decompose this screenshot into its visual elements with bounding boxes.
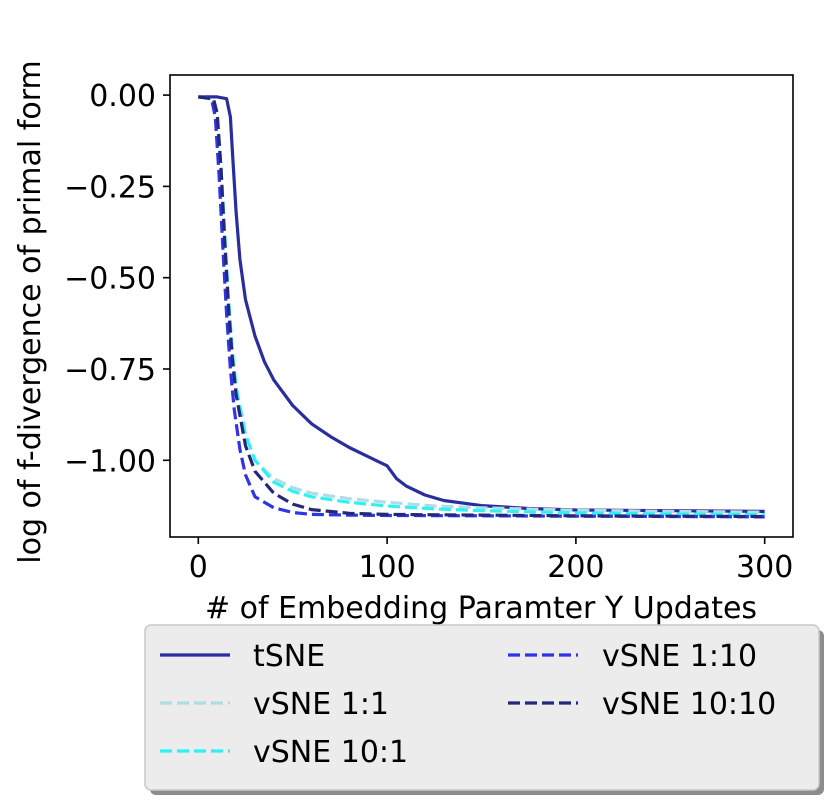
legend-box	[144, 624, 820, 791]
legend-item-vsne-1-10: vSNE 1:10	[508, 639, 757, 674]
legend-label: vSNE 1:1	[253, 687, 389, 722]
x-tick-label: 300	[736, 550, 793, 585]
y-tick-label: −0.25	[64, 170, 156, 205]
y-tick-label: 0.00	[89, 79, 156, 114]
x-axis-label: # of Embedding Paramter Y Updates	[205, 591, 757, 626]
plot-area	[169, 74, 794, 538]
series-line-vsne-10-10	[198, 95, 765, 519]
legend-item-vsne-1-1: vSNE 1:1	[160, 687, 389, 722]
y-axis-label: log of f-divergence of primal form	[13, 60, 48, 563]
series-layer	[198, 95, 765, 519]
x-axis: 0 100 200 300	[189, 537, 793, 585]
y-axis: 0.00 −0.25 −0.50 −0.75 −1.00	[64, 79, 170, 479]
y-tick-label: −0.75	[64, 353, 156, 388]
y-tick-label: −0.50	[64, 262, 156, 297]
legend-item-vsne-10-10: vSNE 10:10	[508, 687, 776, 722]
legend: tSNE vSNE 1:1 vSNE 10:1 vSNE 1:10 vSNE 10:10	[144, 624, 824, 795]
legend-item-tsne: tSNE	[160, 639, 325, 674]
legend-item-vsne-10-1: vSNE 10:1	[160, 735, 408, 770]
legend-label: vSNE 10:1	[253, 735, 408, 770]
y-tick-label: −1.00	[64, 444, 156, 479]
series-line-tsne	[198, 95, 765, 513]
legend-label: tSNE	[253, 639, 325, 674]
legend-label: vSNE 1:10	[602, 639, 757, 674]
x-tick-label: 200	[547, 550, 604, 585]
x-tick-label: 0	[189, 550, 208, 585]
legend-label: vSNE 10:10	[602, 687, 776, 722]
x-tick-label: 100	[358, 550, 415, 585]
legend-entries: tSNE vSNE 1:1 vSNE 10:1 vSNE 1:10 vSNE 10:10	[160, 639, 776, 770]
